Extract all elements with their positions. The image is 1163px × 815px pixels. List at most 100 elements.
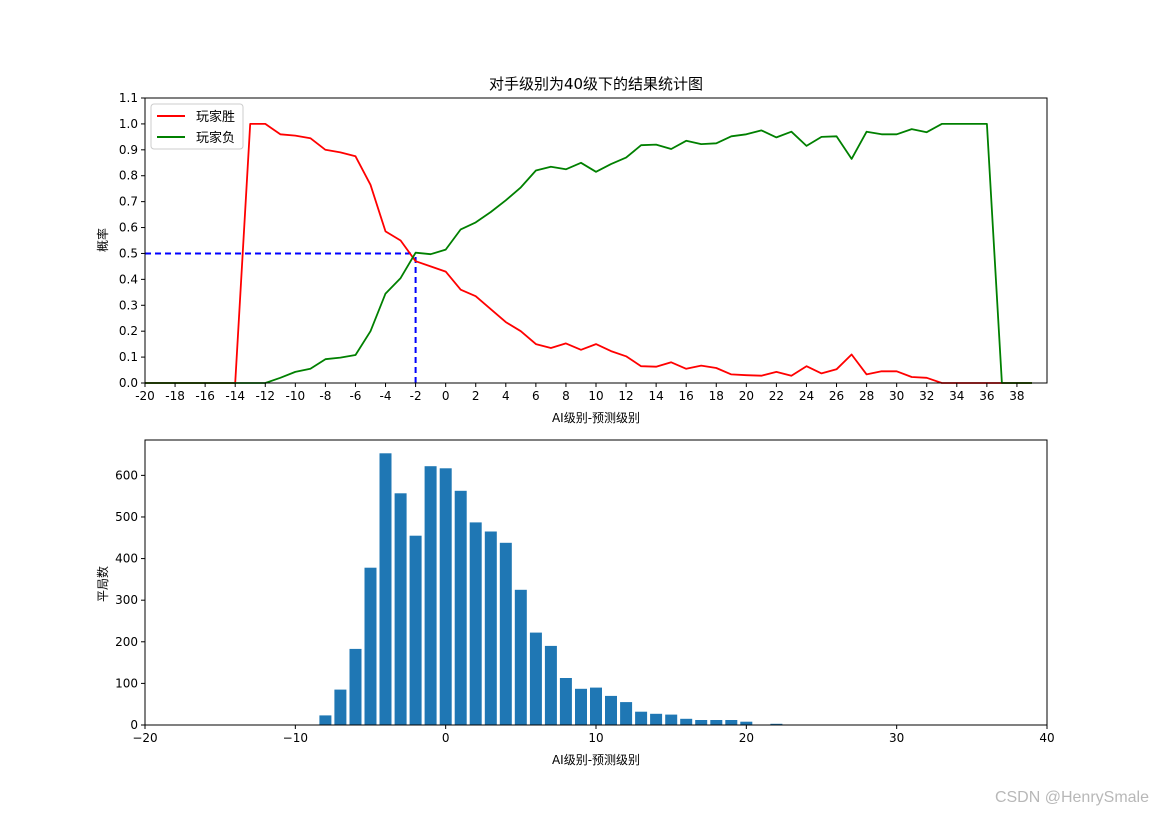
y-tick-label: 600 [115, 468, 138, 482]
y-tick-label: 300 [115, 593, 138, 607]
probability-line-chart: 对手级别为40级下的结果统计图 -20 -18 -16 -14 -12 -10 -8 -6 -4… [95, 75, 1048, 425]
x-tick-label: −20 [132, 731, 157, 745]
x-tick-label: 16 [679, 389, 694, 403]
bar [650, 713, 663, 725]
legend-label-loss: 玩家负 [196, 130, 235, 146]
bar [529, 632, 542, 725]
x-tick-label: 30 [889, 731, 904, 745]
series-line-loss [145, 123, 1032, 384]
bar [394, 493, 407, 725]
bar [469, 522, 482, 725]
x-tick-label: 12 [618, 389, 633, 403]
watermark: CSDN @HenrySmale [994, 789, 1149, 806]
x-tick-label: -8 [319, 389, 331, 403]
x-tick-label: -14 [225, 389, 245, 403]
bar [575, 688, 587, 725]
x-tick-label: 24 [799, 389, 814, 403]
bar [770, 723, 783, 725]
x-tick-label: 20 [739, 389, 754, 403]
y-tick-label: 0.7 [119, 195, 138, 209]
bar [409, 535, 422, 725]
x-tick-label: -20 [135, 389, 155, 403]
y-tick-label: 500 [115, 510, 138, 524]
bar [484, 531, 497, 725]
bar [559, 678, 572, 725]
legend-label-win: 玩家胜 [196, 109, 235, 125]
y-tick-label: 0 [130, 718, 138, 732]
y-tick-label: 1.0 [119, 117, 138, 131]
x-tick-label: 2 [472, 389, 480, 403]
chart-title: 对手级别为40级下的结果统计图 [489, 75, 703, 93]
x-tick-label: 10 [588, 731, 603, 745]
x-tick-label: 34 [949, 389, 964, 403]
bar [514, 589, 527, 725]
y-tick-label: 1.1 [119, 91, 138, 105]
bar [379, 453, 392, 725]
x-tick-label: 10 [588, 389, 603, 403]
x-tick-label: -18 [165, 389, 185, 403]
x-tick-label: 40 [1039, 731, 1054, 745]
y-tick-label: 200 [115, 635, 138, 649]
x-tick-label: -16 [195, 389, 215, 403]
x-tick-label: 0 [442, 731, 450, 745]
plot-frame [144, 97, 1048, 384]
y-tick-label: 0.4 [119, 272, 138, 286]
y-axis-label: 概率 [95, 228, 110, 252]
bar [740, 721, 753, 725]
x-tick-label: 28 [859, 389, 874, 403]
bar [544, 645, 557, 725]
y-tick-label: 0.5 [119, 246, 138, 260]
x-tick-label: -12 [255, 389, 275, 403]
bar [680, 718, 693, 725]
bar [635, 711, 648, 725]
x-tick-label: 30 [889, 389, 904, 403]
x-tick-label: 0 [442, 389, 450, 403]
bar [334, 689, 347, 725]
x-tick-label: 36 [979, 389, 994, 403]
series-line-win [145, 123, 1032, 384]
y-tick-label: 0.3 [119, 298, 138, 312]
y-axis-label: 平局数 [95, 566, 110, 602]
y-tick-label: 0.1 [119, 350, 138, 364]
x-tick-label: 18 [709, 389, 724, 403]
bar [665, 714, 678, 725]
x-tick-label: -4 [380, 389, 392, 403]
x-tick-label: -10 [286, 389, 306, 403]
x-tick-label: -6 [349, 389, 361, 403]
y-tick-label: 0.0 [119, 376, 138, 390]
x-tick-label: 4 [502, 389, 510, 403]
y-tick-label: 0.9 [119, 143, 138, 157]
x-tick-label: −10 [283, 731, 308, 745]
bar [605, 695, 617, 725]
bar [590, 687, 602, 725]
bar [695, 720, 708, 725]
x-axis-label: AI级别-预测级别 [552, 753, 640, 767]
x-tick-label: 20 [739, 731, 754, 745]
x-tick-label: 38 [1009, 389, 1024, 403]
x-tick-label: 14 [648, 389, 663, 403]
legend: 玩家胜 玩家负 [150, 103, 244, 150]
bar [725, 720, 738, 725]
bar [499, 542, 512, 725]
bar [454, 490, 467, 725]
y-tick-label: 100 [115, 676, 138, 690]
bar [620, 702, 633, 725]
x-tick-label: 26 [829, 389, 844, 403]
bar [424, 466, 437, 725]
x-tick-label: 32 [919, 389, 934, 403]
bar [710, 720, 723, 725]
y-tick-label: 0.8 [119, 169, 138, 183]
bar [364, 567, 377, 725]
x-tick-label: 22 [769, 389, 784, 403]
x-tick-label: -2 [410, 389, 422, 403]
y-tick-label: 0.6 [119, 221, 138, 235]
bar [439, 468, 452, 725]
x-axis-label: AI级别-预测级别 [552, 411, 640, 425]
y-tick-label: 0.2 [119, 324, 138, 338]
bar [319, 715, 332, 725]
x-tick-label: 8 [562, 389, 570, 403]
x-tick-label: 6 [532, 389, 540, 403]
y-tick-label: 400 [115, 552, 138, 566]
